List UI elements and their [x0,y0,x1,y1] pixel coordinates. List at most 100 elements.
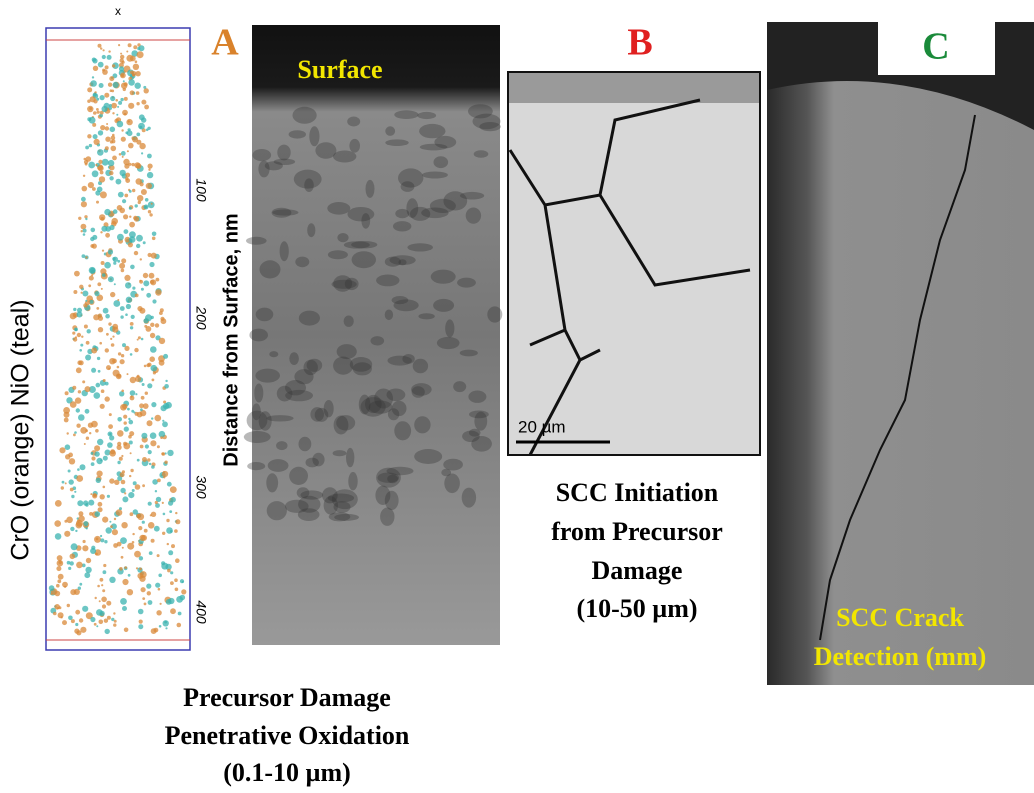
atom-cluster [161,561,165,565]
atom-cluster [120,55,124,59]
atom-cluster [121,522,127,528]
atom-cluster [124,427,129,432]
oxide-feature [333,357,353,375]
atom-cluster [143,280,149,286]
atom-cluster [124,275,130,281]
oxide-feature [346,448,354,467]
atom-cluster [134,216,139,221]
atom-cluster [133,64,139,70]
atom-cluster [129,420,134,425]
oxide-feature [348,207,375,221]
oxide-feature [394,110,418,119]
atom-cluster [100,47,102,49]
atom-cluster [180,595,186,601]
atom-cluster [137,51,144,58]
atom-cluster [105,348,109,352]
atom-cluster [130,353,133,356]
atom-cluster [97,357,100,360]
atom-cluster [121,455,123,457]
atom-cluster [135,204,138,207]
atom-cluster [124,113,127,116]
atom-cluster [108,424,113,429]
atom-cluster [149,463,151,465]
atom-cluster [106,527,112,533]
atom-cluster [134,251,138,255]
atom-cluster [88,500,94,506]
atom-cluster [68,567,71,570]
atom-cluster [99,600,101,602]
oxide-feature [272,209,298,215]
oxide-feature [252,149,271,161]
atom-cluster [151,417,153,419]
oxide-feature [394,299,419,311]
atom-cluster [109,521,111,523]
atom-cluster [109,577,115,583]
atom-cluster [117,205,123,211]
atom-cluster [133,45,137,49]
atom-cluster [117,234,124,241]
oxide-feature [392,401,407,416]
atom-cluster [123,159,129,165]
atom-cluster [132,71,137,76]
atom-cluster [109,176,113,180]
atom-cluster [142,484,145,487]
oxide-feature [244,431,271,443]
atom-cluster [66,517,73,524]
atom-cluster [130,512,134,516]
oxide-feature [462,488,476,508]
atom-cluster [61,486,64,489]
atom-cluster [160,308,164,312]
oxide-feature [380,508,394,526]
atom-cluster [148,201,155,208]
oxide-feature [387,389,406,402]
atom-cluster [162,421,168,427]
atom-cluster [96,478,101,483]
atom-cluster [70,313,77,320]
atom-cluster [95,553,98,556]
atom-cluster [121,258,126,263]
atom-cluster [138,609,144,615]
atom-cluster [165,380,167,382]
atom-cluster [77,468,80,471]
atom-cluster [77,500,83,506]
atom-cluster [70,589,76,595]
oxide-feature [466,208,481,224]
atom-cluster [147,154,152,159]
atom-cluster [74,271,80,277]
atom-cluster [127,150,129,152]
atom-cluster [77,333,81,337]
atom-cluster [146,293,151,298]
oxide-feature [431,270,456,284]
oxide-feature [414,449,442,464]
atom-cluster [80,344,83,347]
atom-cluster [102,106,108,112]
oxide-feature [361,397,386,417]
atom-cluster [75,530,77,532]
atom-cluster [105,126,109,130]
oxide-feature [385,310,393,321]
oxide-feature [315,142,336,159]
atom-cluster [127,408,130,411]
oxide-feature [300,490,323,499]
atom-cluster [81,230,83,232]
atom-cluster [144,325,147,328]
atom-cluster [113,370,120,377]
oxide-feature [277,386,293,402]
atom-cluster [96,383,101,388]
atom-cluster [117,461,120,464]
atom-cluster [142,521,145,524]
atom-cluster [95,429,99,433]
oxide-feature [289,467,308,485]
oxide-feature [371,336,385,345]
atom-cluster [102,517,108,523]
oxide-feature [474,150,489,158]
atom-cluster [120,306,125,311]
atom-cluster [100,125,105,130]
atom-cluster [105,137,110,142]
atom-cluster [91,228,96,233]
oxide-feature [267,501,287,520]
oxide-feature [430,199,456,213]
atom-cluster [137,195,143,201]
atom-cluster [130,390,136,396]
atom-cluster [91,456,95,460]
